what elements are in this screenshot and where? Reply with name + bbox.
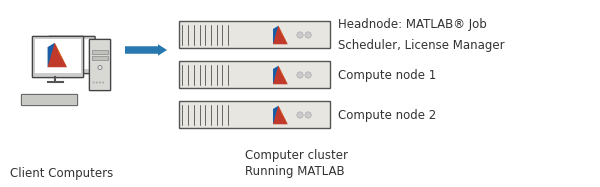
Polygon shape [273,26,288,44]
Bar [92,50,108,54]
Bar [92,56,108,60]
Circle shape [297,112,303,118]
Polygon shape [278,26,288,44]
Polygon shape [47,43,67,67]
FancyBboxPatch shape [89,39,110,91]
FancyArrow shape [125,44,167,56]
Circle shape [305,72,311,78]
Text: Client Computers: Client Computers [10,167,113,180]
Text: Headnode: MATLAB® Job: Headnode: MATLAB® Job [338,18,487,31]
FancyBboxPatch shape [22,94,77,106]
Circle shape [297,32,303,38]
Polygon shape [273,106,278,124]
Polygon shape [273,26,278,44]
Polygon shape [273,66,278,84]
FancyBboxPatch shape [49,36,95,74]
Bar [35,39,81,73]
Polygon shape [278,66,288,84]
FancyBboxPatch shape [179,22,331,48]
Text: Compute node 1: Compute node 1 [338,68,436,82]
Text: Scheduler, License Manager: Scheduler, License Manager [338,39,505,52]
Circle shape [102,82,104,84]
FancyBboxPatch shape [179,102,331,128]
Text: Compute node 2: Compute node 2 [338,108,436,122]
Circle shape [92,82,95,84]
Text: Running MATLAB: Running MATLAB [245,165,344,178]
Circle shape [99,82,101,84]
Polygon shape [273,66,288,84]
Circle shape [297,72,303,78]
Text: Computer cluster: Computer cluster [245,149,348,162]
Circle shape [305,32,311,38]
FancyBboxPatch shape [32,36,83,78]
Polygon shape [273,106,288,124]
Circle shape [96,82,98,84]
Circle shape [98,65,102,70]
Circle shape [305,112,311,118]
Polygon shape [55,43,67,67]
FancyBboxPatch shape [179,62,331,88]
Polygon shape [47,43,55,67]
Bar [52,39,93,69]
Polygon shape [278,106,288,124]
